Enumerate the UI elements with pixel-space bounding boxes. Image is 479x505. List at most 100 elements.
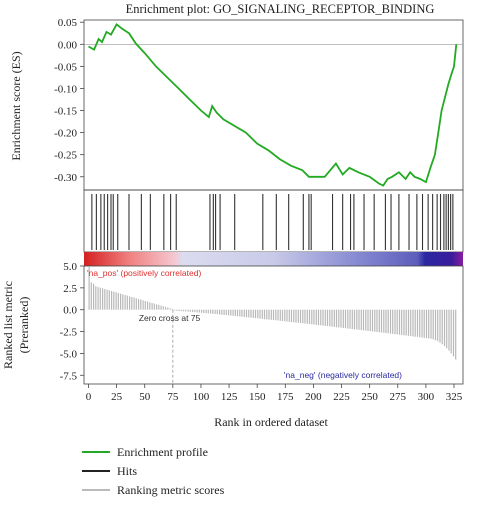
metric-bar	[416, 309, 419, 337]
metric-bar	[219, 309, 221, 315]
metric-bar	[156, 304, 158, 310]
metric-bar	[297, 309, 299, 323]
metric-bar	[338, 309, 340, 328]
metric-bar	[122, 294, 124, 310]
metric-bar	[365, 309, 367, 331]
metric-bar	[99, 287, 101, 310]
metric-bar	[178, 309, 180, 311]
metric-bar	[302, 309, 304, 324]
x-tick-label: 175	[277, 391, 294, 403]
metric-bar	[250, 309, 252, 318]
metric-bar	[111, 291, 113, 310]
metric-bar	[369, 309, 371, 332]
metric-bar	[140, 299, 142, 310]
metric-bar	[257, 309, 259, 319]
metric-bar	[203, 309, 205, 313]
ranking-gradient-bar	[84, 252, 463, 266]
metric-bar	[102, 288, 104, 310]
es-y-tick-label: -0.05	[54, 61, 77, 73]
metric-bar	[450, 309, 452, 354]
metric-bar	[376, 309, 378, 332]
metric-bar	[286, 309, 288, 322]
metric-bar	[252, 309, 254, 318]
metric-bar	[452, 309, 455, 357]
metric-bar	[410, 309, 412, 337]
metric-bar	[266, 309, 268, 320]
metric-bar	[194, 309, 196, 313]
metric-bar	[412, 309, 414, 337]
metric-bar	[254, 309, 257, 319]
metric-bar	[347, 309, 349, 329]
metric-bar	[216, 309, 218, 315]
x-tick-label: 0	[86, 391, 92, 403]
x-tick-label: 75	[167, 391, 179, 403]
metric-bar	[144, 301, 146, 310]
metric-bar	[228, 309, 230, 316]
enrichment-profile-line	[88, 23, 458, 187]
metric-bar	[232, 309, 234, 316]
metric-bar	[108, 290, 110, 310]
metric-bar	[344, 309, 347, 329]
metric-bar	[245, 309, 248, 318]
metric-bar	[162, 306, 164, 310]
metric-bar	[308, 309, 311, 324]
x-tick-label: 50	[139, 391, 151, 403]
hits-lines	[91, 194, 454, 250]
metric-bar	[279, 309, 281, 321]
metric-bar	[158, 304, 160, 310]
legend-label-hits: Hits	[117, 464, 137, 478]
metric-bar	[192, 309, 194, 312]
metric-bar	[421, 309, 423, 338]
es-y-tick-label: -0.25	[54, 150, 77, 162]
metric-bar	[322, 309, 324, 326]
metric-bar	[320, 309, 322, 326]
metric-bar	[324, 309, 326, 326]
metric-bar	[405, 309, 407, 336]
metric-bar	[403, 309, 405, 336]
x-tick-label: 325	[446, 391, 463, 403]
metric-bar	[126, 295, 128, 310]
metric-bar	[167, 307, 169, 310]
metric-bar	[290, 309, 293, 322]
metric-bar	[313, 309, 315, 325]
x-axis-label: Rank in ordered dataset	[214, 415, 328, 429]
metric-bar	[407, 309, 410, 336]
metric-bar	[189, 309, 191, 312]
es-y-tick-label: -0.15	[54, 106, 77, 118]
es-y-axis-label: Enrichment score (ES)	[9, 51, 23, 160]
metric-bar	[272, 309, 275, 320]
metric-bar	[306, 309, 308, 324]
metric-bar	[425, 309, 428, 339]
metric-bar	[165, 306, 167, 310]
metric-bar	[113, 291, 115, 310]
metric-bar	[106, 289, 108, 310]
metric-bar	[311, 309, 313, 325]
metric-bar	[243, 309, 245, 317]
metric-bar	[383, 309, 385, 333]
metric-bar	[333, 309, 335, 327]
metric-bar	[263, 309, 266, 320]
metric-bar	[446, 309, 448, 349]
metric-bar	[239, 309, 241, 317]
es-y-tick-label: 0.00	[58, 39, 78, 51]
metric-bar	[95, 286, 97, 310]
metric-bar	[281, 309, 284, 321]
metric-bar	[304, 309, 306, 324]
metric-bar	[176, 309, 178, 311]
es-y-tick-label: 0.05	[58, 17, 78, 29]
metric-y-axis-label-line1: Ranked list metric	[1, 281, 15, 369]
metric-y-tick-label: -5.0	[60, 348, 78, 360]
metric-bar	[225, 309, 227, 316]
metric-bar	[185, 309, 187, 312]
es-y-tick-label: -0.10	[54, 83, 77, 95]
metric-bar	[138, 299, 140, 310]
metric-bar	[147, 301, 149, 310]
metric-bar	[362, 309, 365, 331]
chart-title: Enrichment plot: GO_SIGNALING_RECEPTOR_B…	[126, 2, 435, 16]
metric-bar	[210, 309, 212, 314]
metric-bar	[414, 309, 416, 337]
metric-bar	[270, 309, 272, 320]
metric-bar	[93, 283, 95, 310]
metric-y-axis-label-line2: (Preranked)	[17, 297, 31, 354]
